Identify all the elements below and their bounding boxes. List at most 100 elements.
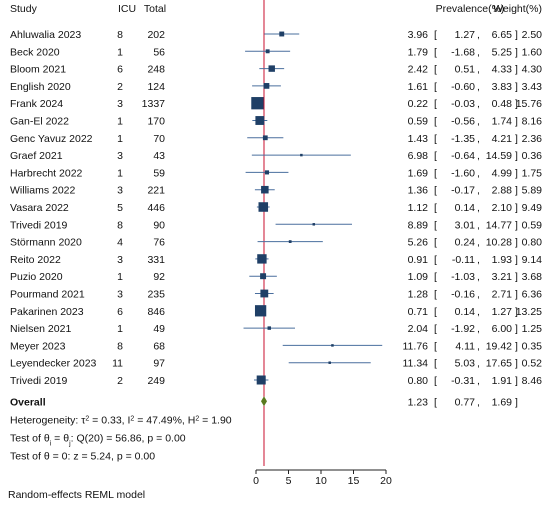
- study-marker: [331, 344, 334, 347]
- ci-open-bracket: [: [434, 64, 437, 76]
- total-count: 221: [147, 185, 165, 197]
- ci-comma: ,: [477, 396, 480, 408]
- heterogeneity-stats: Heterogeneity: τ2 = 0.33, I2 = 47.49%, H…: [10, 414, 232, 426]
- weight-value: 2.36: [522, 133, 543, 145]
- ci-close-bracket: ]: [515, 271, 518, 283]
- weight-value: 2.50: [522, 29, 543, 41]
- icu-count: 1: [117, 46, 123, 58]
- icu-count: 3: [117, 289, 123, 301]
- ci-upper-value: 5.25: [492, 46, 513, 58]
- estimate-value: 0.22: [408, 98, 429, 110]
- study-label: Störmann 2020: [10, 237, 82, 249]
- ci-upper-value: 6.00: [492, 323, 513, 335]
- header-total: Total: [144, 3, 166, 15]
- ci-open-bracket: [: [434, 237, 437, 249]
- total-count: 124: [147, 81, 165, 93]
- icu-count: 3: [117, 150, 123, 162]
- estimate-value: 0.59: [408, 116, 429, 128]
- total-count: 76: [153, 237, 165, 249]
- ci-comma: ,: [477, 185, 480, 197]
- study-label: Williams 2022: [10, 185, 76, 197]
- ci-upper-value: 4.21: [492, 133, 513, 145]
- total-count: 92: [153, 271, 165, 283]
- icu-count: 1: [117, 271, 123, 283]
- weight-value: 5.89: [522, 185, 543, 197]
- ci-lower-value: 1.27: [455, 29, 476, 41]
- ci-upper-value: 3.83: [492, 81, 513, 93]
- study-marker: [279, 31, 285, 37]
- total-count: 70: [153, 133, 165, 145]
- icu-count: 1: [117, 133, 123, 145]
- estimate-value: 1.69: [408, 167, 429, 179]
- estimate-value: 5.26: [408, 237, 429, 249]
- ci-open-bracket: [: [434, 219, 437, 231]
- ci-open-bracket: [: [434, 323, 437, 335]
- ci-comma: ,: [477, 64, 480, 76]
- study-marker-point: [259, 309, 262, 312]
- ci-lower-value: -1.03: [451, 271, 475, 283]
- study-marker-point: [262, 206, 265, 208]
- x-axis-tick-label: 10: [315, 475, 327, 487]
- weight-value: 15.76: [516, 98, 542, 110]
- total-count: 846: [147, 306, 165, 318]
- ci-close-bracket: ]: [515, 64, 518, 76]
- weight-value: 0.80: [522, 237, 543, 249]
- test-theta-zero: Test of θ = 0: z = 5.24, p = 0.00: [10, 450, 155, 462]
- ci-upper-value: 19.42: [486, 340, 512, 352]
- study-label: Vasara 2022: [10, 202, 69, 214]
- total-count: 56: [153, 46, 165, 58]
- header-icu: ICU: [118, 3, 136, 15]
- ci-lower-value: -0.11: [452, 254, 475, 266]
- total-count: 248: [147, 64, 165, 76]
- total-count: 235: [147, 289, 165, 301]
- estimate-value: 2.04: [408, 323, 429, 335]
- ci-open-bracket: [: [434, 116, 437, 128]
- icu-count: 1: [117, 167, 123, 179]
- study-marker: [328, 361, 331, 364]
- ci-comma: ,: [477, 306, 480, 318]
- ci-open-bracket: [: [434, 306, 437, 318]
- icu-count: 6: [117, 306, 123, 318]
- ci-upper-value: 0.48: [492, 98, 513, 110]
- icu-count: 6: [117, 64, 123, 76]
- ci-close-bracket: ]: [515, 237, 518, 249]
- overall-diamond: [261, 396, 267, 407]
- ci-close-bracket: ]: [515, 98, 518, 110]
- estimate-value: 8.89: [408, 219, 429, 231]
- weight-value: 0.35: [522, 340, 543, 352]
- ci-comma: ,: [477, 219, 480, 231]
- ci-close-bracket: ]: [515, 150, 518, 162]
- ci-upper-value: 3.21: [492, 271, 513, 283]
- ci-lower-value: 0.51: [455, 64, 476, 76]
- ci-open-bracket: [: [434, 396, 437, 408]
- ci-close-bracket: ]: [515, 185, 518, 197]
- total-count: 97: [153, 358, 165, 370]
- ci-close-bracket: ]: [515, 219, 518, 231]
- ci-lower-value: -0.56: [451, 116, 475, 128]
- ci-comma: ,: [477, 167, 480, 179]
- study-marker-point: [263, 292, 266, 295]
- x-axis-tick-label: 5: [286, 475, 292, 487]
- ci-open-bracket: [: [434, 185, 437, 197]
- ci-lower-value: -0.60: [451, 81, 475, 93]
- ci-lower-value: -0.31: [451, 375, 475, 387]
- study-label: Trivedi 2019: [10, 219, 68, 231]
- study-marker: [267, 326, 271, 330]
- ci-upper-value: 6.65: [492, 29, 513, 41]
- weight-value: 0.59: [522, 219, 543, 231]
- ci-close-bracket: ]: [515, 29, 518, 41]
- ci-upper-value: 1.74: [492, 116, 513, 128]
- ci-comma: ,: [477, 271, 480, 283]
- total-count: 59: [153, 167, 165, 179]
- study-label: English 2020: [10, 81, 71, 93]
- icu-count: 2: [117, 375, 123, 387]
- weight-value: 1.75: [522, 167, 543, 179]
- study-marker-point: [265, 84, 268, 87]
- ci-upper-value: 17.65: [486, 358, 512, 370]
- ci-lower-value: -0.16: [451, 289, 475, 301]
- ci-open-bracket: [: [434, 46, 437, 58]
- ci-comma: ,: [477, 133, 480, 145]
- ci-lower-value: 0.14: [455, 202, 476, 214]
- ci-close-bracket: ]: [515, 167, 518, 179]
